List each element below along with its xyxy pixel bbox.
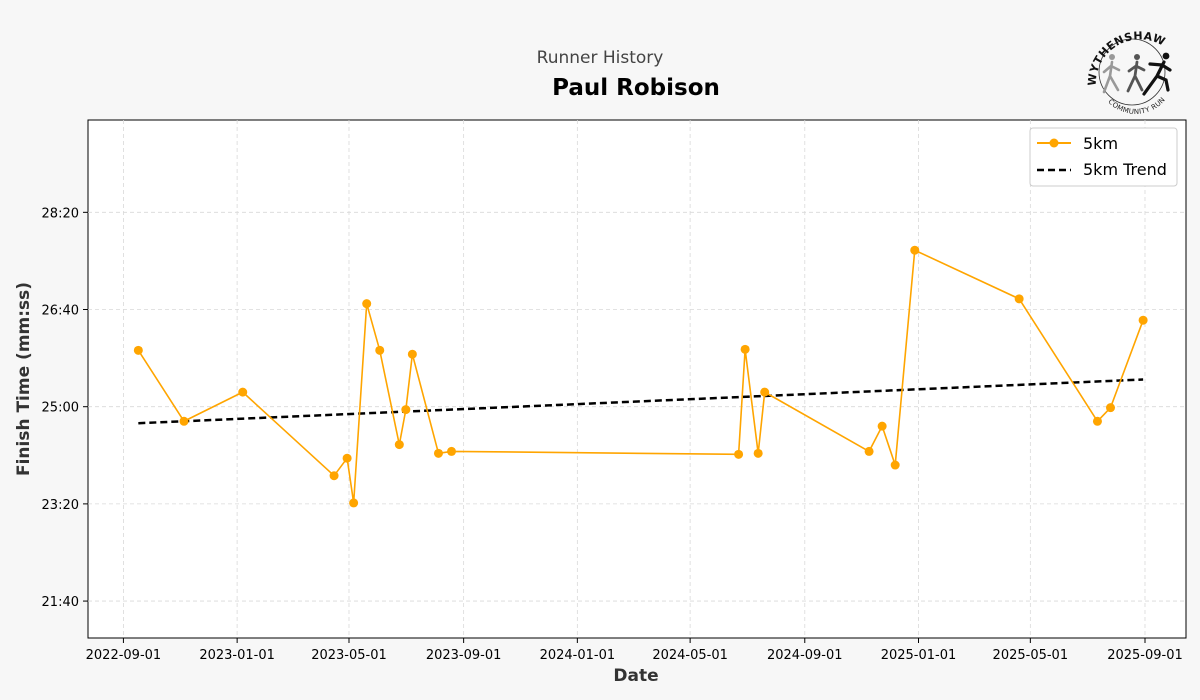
x-tick-label: 2023-01-01 [199, 648, 275, 663]
plot-area [87, 119, 1187, 639]
legend-label-trend: 5km Trend [1083, 160, 1167, 179]
x-tick-label: 2024-01-01 [540, 648, 616, 663]
data-point-5km [740, 344, 750, 354]
x-tick-label: 2025-05-01 [993, 648, 1069, 663]
logo-ring [1098, 38, 1166, 106]
data-point-5km [375, 345, 385, 355]
logo-arc-text: WYTHENSHAWE [0, 0, 1167, 86]
x-tick-label: 2025-01-01 [881, 648, 957, 663]
data-point-5km [329, 471, 339, 481]
logo-arc-textpath: WYTHENSHAWE [0, 0, 1167, 86]
runner-figure-light [1102, 54, 1121, 94]
x-axis-label: Date [613, 666, 658, 686]
data-point-5km [394, 440, 404, 450]
x-tick-label: 2025-09-01 [1107, 648, 1183, 663]
data-point-5km [877, 421, 887, 431]
data-point-5km [349, 498, 359, 508]
legend-marker-5km [1049, 138, 1059, 148]
legend-label-5km: 5km [1083, 134, 1118, 153]
data-point-5km [910, 245, 920, 255]
data-point-5km [238, 387, 248, 397]
data-point-5km [401, 405, 411, 415]
data-point-5km [433, 448, 443, 458]
y-tick-label: 21:40 [42, 595, 79, 610]
data-point-5km [1106, 403, 1116, 413]
data-point-5km [890, 460, 900, 470]
grid-lines [88, 120, 1186, 638]
logo-sub-textpath: COMMUNITY RUN [1107, 96, 1167, 116]
y-tick-label: 25:00 [42, 401, 79, 416]
x-tick-label: 2024-05-01 [652, 648, 728, 663]
y-axis-label: Finish Time (mm:ss) [14, 282, 34, 476]
data-point-5km [864, 446, 874, 456]
x-tick-label: 2023-09-01 [426, 648, 502, 663]
y-tick-label: 26:40 [42, 304, 79, 319]
series-layer [133, 245, 1148, 508]
data-point-5km [407, 349, 417, 359]
chart-suptitle: Runner History [537, 48, 664, 68]
data-point-5km [362, 299, 372, 309]
x-axis-ticks: 2022-09-01 2023-01-01 2023-05-01 2023-09-01… [86, 638, 1183, 663]
y-tick-label: 28:20 [42, 206, 79, 221]
x-tick-label: 2024-09-01 [767, 648, 843, 663]
data-point-5km [133, 345, 143, 355]
data-point-5km [1092, 416, 1102, 426]
x-tick-label: 2023-05-01 [311, 648, 387, 663]
data-point-5km [734, 449, 744, 459]
legend: 5km 5km Trend [1029, 127, 1178, 187]
data-point-5km [1138, 315, 1148, 325]
data-point-5km [447, 446, 457, 456]
y-axis-ticks: 21:40 23:20 25:00 26:40 28:20 [42, 206, 88, 610]
chart-title: Paul Robison [552, 75, 720, 101]
data-point-5km [1014, 294, 1024, 304]
runner-figure-mid [1126, 54, 1146, 93]
data-point-5km [342, 453, 352, 463]
y-tick-label: 23:20 [42, 498, 79, 513]
data-point-5km [760, 387, 770, 397]
data-point-5km [753, 448, 763, 458]
logo-sub-text: COMMUNITY RUN [1107, 96, 1167, 116]
data-point-5km [179, 416, 189, 426]
runner-figure-dark [1142, 52, 1172, 96]
x-tick-label: 2022-09-01 [86, 648, 162, 663]
trend-line-5km [138, 378, 1144, 425]
